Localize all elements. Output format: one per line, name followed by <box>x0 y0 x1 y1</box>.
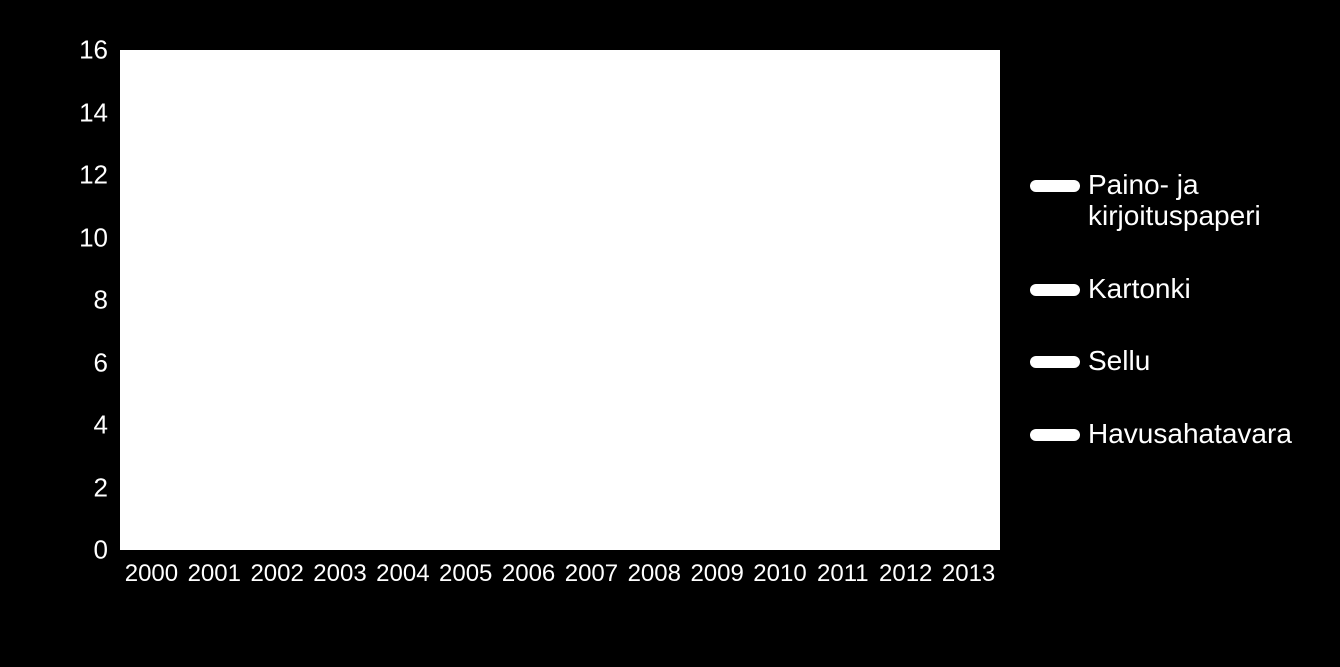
legend-item: Paino- ja kirjoituspaperi <box>1030 170 1330 232</box>
x-axis: 2000 2001 2002 2003 2004 2005 2006 2007 2008 2009… <box>120 560 1000 600</box>
x-tick-label: 2000 <box>125 560 178 588</box>
x-tick-label: 2013 <box>942 560 995 588</box>
legend-label: Kartonki <box>1088 274 1191 305</box>
legend-item: Kartonki <box>1030 274 1330 305</box>
x-tick-label: 2001 <box>188 560 241 588</box>
y-tick-label: 14 <box>79 97 108 128</box>
y-tick-label: 8 <box>94 285 108 316</box>
y-tick-label: 2 <box>94 472 108 503</box>
y-tick-label: 10 <box>79 222 108 253</box>
x-tick-label: 2002 <box>250 560 303 588</box>
y-tick-label: 0 <box>94 535 108 566</box>
y-tick-label: 12 <box>79 160 108 191</box>
y-tick-label: 4 <box>94 410 108 441</box>
x-tick-label: 2005 <box>439 560 492 588</box>
legend-label: Sellu <box>1088 346 1150 377</box>
x-tick-label: 2011 <box>817 560 869 588</box>
legend-item: Havusahatavara <box>1030 419 1330 450</box>
legend-swatch-icon <box>1030 356 1080 368</box>
legend-swatch-icon <box>1030 180 1080 192</box>
x-tick-label: 2010 <box>753 560 806 588</box>
line-chart: 0246810121416 20002001200220032004200520… <box>40 30 1320 650</box>
x-tick-label: 2009 <box>690 560 743 588</box>
legend-swatch-icon <box>1030 284 1080 296</box>
x-tick-label: 2007 <box>565 560 618 588</box>
y-tick-label: 16 <box>79 35 108 66</box>
x-tick-label: 2008 <box>628 560 681 588</box>
legend-item: Sellu <box>1030 346 1330 377</box>
plot-area <box>120 50 1000 550</box>
legend-swatch-icon <box>1030 429 1080 441</box>
x-tick-label: 2012 <box>879 560 932 588</box>
legend: Paino- ja kirjoituspaperi Kartonki Sellu… <box>1030 170 1330 492</box>
legend-label: Havusahatavara <box>1088 419 1292 450</box>
x-tick-label: 2003 <box>313 560 366 588</box>
x-tick-label: 2006 <box>502 560 555 588</box>
legend-label: Paino- ja kirjoituspaperi <box>1088 170 1328 232</box>
x-tick-label: 2004 <box>376 560 429 588</box>
y-tick-label: 6 <box>94 347 108 378</box>
y-axis: 0246810121416 <box>40 50 108 550</box>
